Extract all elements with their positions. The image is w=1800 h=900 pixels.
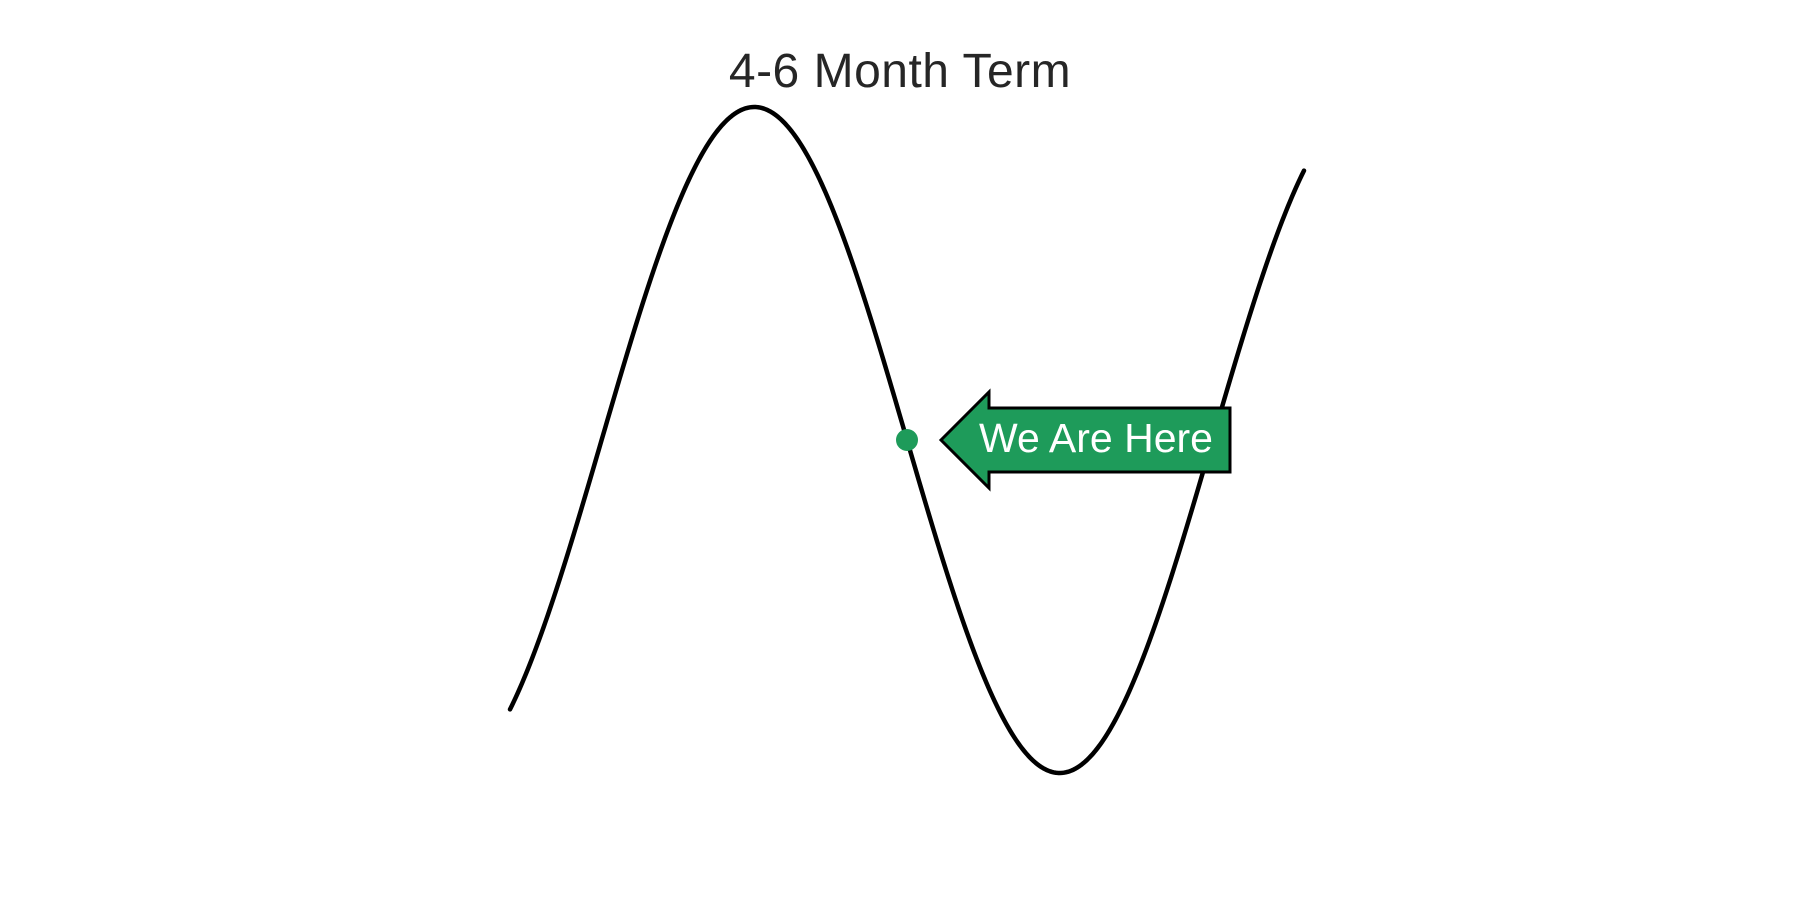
- diagram-title: 4-6 Month Term: [728, 45, 1072, 98]
- we-are-here-label: We Are Here: [979, 415, 1213, 461]
- current-position-marker: [896, 429, 918, 451]
- we-are-here-arrow: [938, 388, 1232, 492]
